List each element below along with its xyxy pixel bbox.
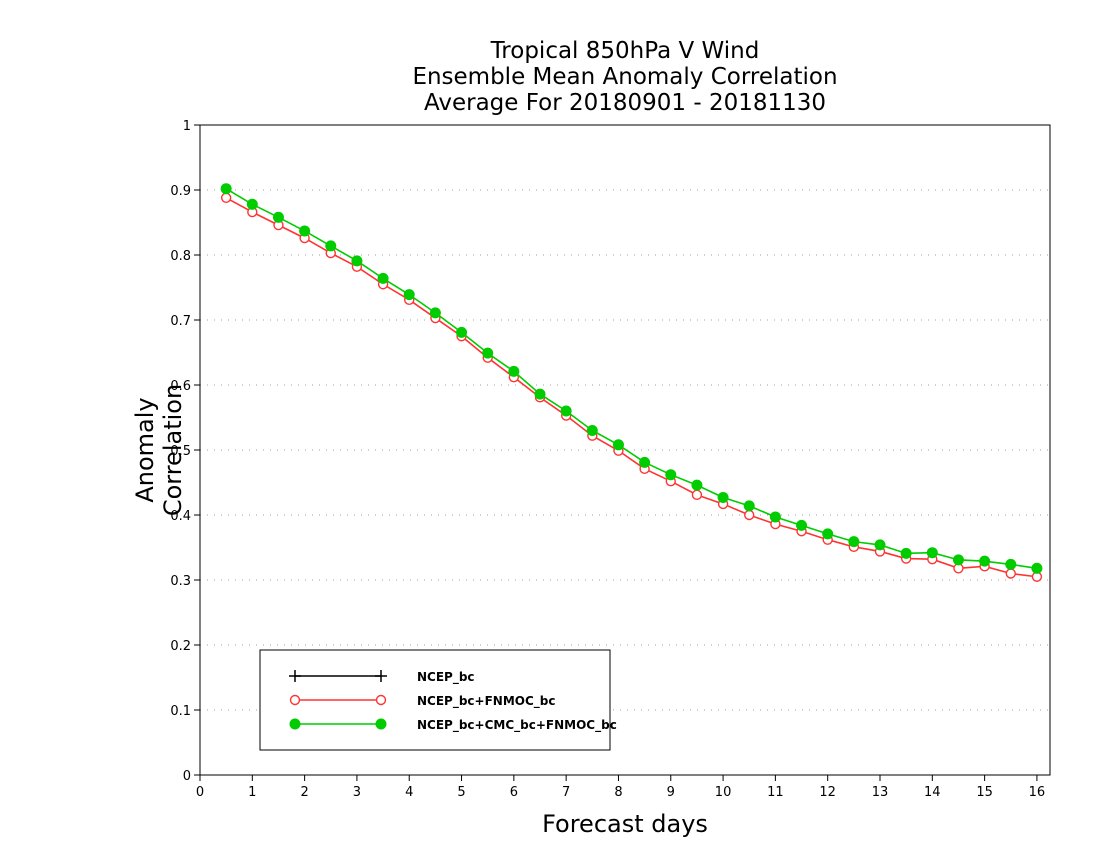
- y-tick-label: 1: [183, 119, 191, 134]
- chart-title-line-3: Average For 20180901 - 20181130: [423, 90, 827, 116]
- x-tick-label: 6: [510, 785, 518, 800]
- data-point-series-2: [403, 289, 415, 301]
- data-point-series-2: [429, 307, 441, 319]
- data-point-series-2: [220, 183, 232, 195]
- x-tick-label: 2: [300, 785, 308, 800]
- legend-label: NCEP_bc: [417, 670, 475, 685]
- y-tick-label: 0.6: [170, 379, 191, 394]
- legend-label: NCEP_bc+CMC_bc+FNMOC_bc: [417, 718, 617, 733]
- legend-marker: [375, 694, 387, 706]
- legend-marker: [289, 694, 301, 706]
- y-tick-label: 0.9: [170, 184, 191, 199]
- x-tick-label: 9: [667, 785, 675, 800]
- data-point-series-2: [482, 347, 494, 359]
- data-point-series-2: [586, 425, 598, 436]
- y-tick-label: 0.8: [170, 249, 191, 264]
- y-tick-label: 0.2: [170, 639, 191, 654]
- data-point-series-1: [1005, 568, 1016, 579]
- y-tick-label: 0.7: [170, 314, 191, 329]
- legend-marker: [289, 718, 301, 730]
- data-point-series-2: [796, 519, 808, 531]
- legend-marker: [375, 718, 387, 730]
- data-point-series-2: [612, 439, 624, 451]
- x-tick-label: 1: [248, 785, 256, 800]
- x-tick-label: 12: [819, 785, 836, 800]
- data-point-series-2: [560, 405, 572, 417]
- y-tick-label: 0.4: [170, 509, 191, 524]
- chart-title-line-2: Ensemble Mean Anomaly Correlation: [412, 64, 838, 90]
- data-point-series-2: [351, 255, 363, 267]
- data-point-series-2: [299, 225, 311, 237]
- data-point-series-2: [874, 539, 886, 551]
- x-tick-label: 8: [614, 785, 622, 800]
- legend-label: NCEP_bc+FNMOC_bc: [417, 694, 556, 709]
- data-point-series-2: [325, 240, 337, 252]
- y-tick-label: 0: [183, 769, 191, 784]
- data-point-series-2: [272, 211, 284, 223]
- data-point-series-2: [926, 547, 938, 559]
- data-point-series-1: [220, 192, 232, 204]
- x-tick-label: 13: [872, 785, 889, 800]
- data-point-series-2: [769, 511, 781, 523]
- data-point-series-2: [508, 365, 520, 377]
- data-point-series-2: [952, 554, 964, 566]
- x-tick-label: 7: [562, 785, 570, 800]
- chart-title-line-1: Tropical 850hPa V Wind: [490, 38, 760, 64]
- data-point-series-2: [1031, 562, 1043, 574]
- x-tick-label: 5: [457, 785, 465, 800]
- data-point-series-2: [979, 555, 991, 567]
- legend-marker: [375, 670, 387, 682]
- x-tick-label: 11: [767, 785, 784, 800]
- data-point-series-1: [744, 509, 755, 521]
- data-point-series-2: [848, 536, 860, 548]
- data-point-series-2: [665, 469, 677, 481]
- x-tick-label: 3: [353, 785, 361, 800]
- legend: NCEP_bc NCEP_bc+FNMOC_bc NCEP_bc+CMC_bc+FN…: [259, 649, 617, 751]
- data-point-series-2: [534, 388, 546, 400]
- x-tick-label: 10: [715, 785, 732, 800]
- x-axis-label: Forecast days: [542, 810, 708, 838]
- data-point-series-2: [246, 198, 258, 210]
- series-line-2: [225, 188, 1038, 570]
- x-tick-label: 4: [405, 785, 413, 800]
- data-point-series-2: [639, 456, 651, 468]
- y-tick-label: 0.5: [170, 444, 191, 459]
- x-tick-label: 15: [976, 785, 993, 800]
- y-axis-label: Anomaly Correlation: [131, 383, 187, 517]
- data-point-series-2: [456, 326, 468, 338]
- y-tick-label: 0.1: [170, 704, 191, 719]
- series-layer: [220, 183, 1043, 582]
- x-tick-label: 16: [1029, 785, 1046, 800]
- legend-marker: [289, 670, 301, 682]
- y-tick-label: 0.3: [170, 574, 191, 589]
- data-point-series-2: [900, 547, 912, 559]
- data-point-series-2: [691, 479, 703, 491]
- data-point-series-2: [717, 491, 729, 503]
- data-point-series-2: [377, 272, 389, 284]
- data-point-series-1: [691, 489, 703, 501]
- x-tick-label: 0: [196, 785, 204, 800]
- data-point-series-2: [1005, 558, 1017, 570]
- data-point-series-2: [822, 528, 834, 540]
- axis-layer: 00.10.20.30.40.50.60.70.80.910 1 2 3 4 5 6 7 8 9 1…: [170, 119, 1045, 800]
- data-point-series-2: [743, 500, 755, 512]
- x-tick-label: 14: [924, 785, 941, 800]
